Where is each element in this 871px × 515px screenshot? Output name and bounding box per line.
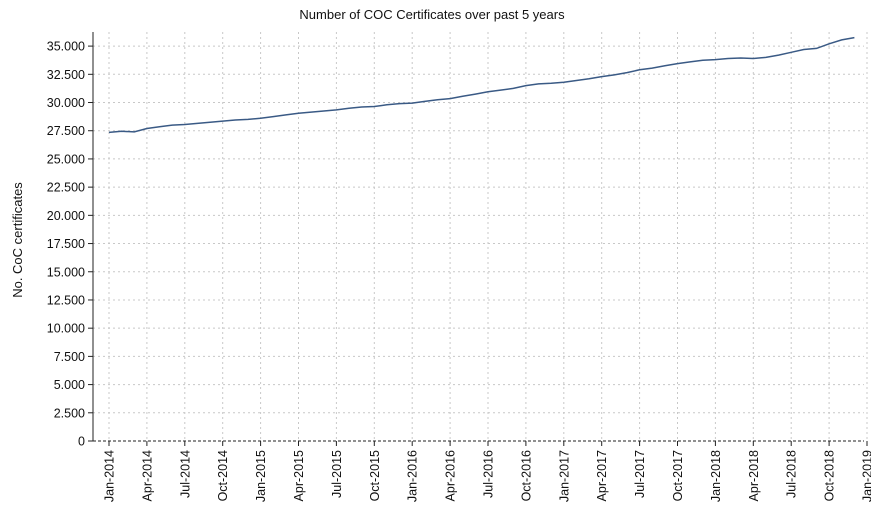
y-tick-label: 17.500 bbox=[47, 237, 85, 251]
x-tick-label: Jul-2017 bbox=[633, 450, 647, 498]
x-tick-label: Oct-2018 bbox=[823, 450, 837, 501]
x-axis: Jan-2014 Apr-2014 Jul-2014 Oct-2014 Jan-2015… bbox=[93, 440, 871, 502]
y-axis-label: No. CoC certificates bbox=[10, 182, 25, 298]
y-tick-label: 10.000 bbox=[47, 322, 85, 336]
y-tick-label: 30.000 bbox=[47, 96, 85, 110]
x-tick-label: Apr-2015 bbox=[292, 450, 306, 501]
y-tick-label: 2.500 bbox=[54, 406, 85, 420]
x-tick-label: Jan-2018 bbox=[709, 450, 723, 502]
plot-area bbox=[108, 36, 855, 134]
x-tick-label: Jan-2015 bbox=[254, 450, 268, 502]
x-tick-label: Jan-2014 bbox=[103, 450, 117, 502]
x-tick-label: Apr-2016 bbox=[444, 450, 458, 501]
series-line bbox=[108, 36, 855, 134]
grid-lines bbox=[93, 32, 868, 441]
y-tick-label: 32.500 bbox=[47, 68, 85, 82]
y-tick-label: 22.500 bbox=[47, 181, 85, 195]
x-tick-label: Jul-2018 bbox=[785, 450, 799, 498]
y-tick-label: 7.500 bbox=[54, 350, 85, 364]
x-tick-label: Jan-2017 bbox=[557, 450, 571, 502]
x-tick-label: Oct-2014 bbox=[216, 450, 230, 501]
y-tick-label: 12.500 bbox=[47, 293, 85, 307]
x-tick-label: Oct-2015 bbox=[368, 450, 382, 501]
y-axis: 0 2.500 5.000 7.500 10.000 12.500 15.000 17.500… bbox=[47, 32, 94, 449]
x-tick-label: Apr-2014 bbox=[140, 450, 154, 501]
x-tick-label: Apr-2017 bbox=[595, 450, 609, 501]
y-tick-label: 27.500 bbox=[47, 124, 85, 138]
y-tick-label: 5.000 bbox=[54, 378, 85, 392]
x-tick-label: Apr-2018 bbox=[747, 450, 761, 501]
chart-title: Number of COC Certificates over past 5 y… bbox=[299, 7, 565, 22]
x-tick-label: Jul-2015 bbox=[330, 450, 344, 498]
y-tick-label: 15.000 bbox=[47, 265, 85, 279]
y-tick-label: 20.000 bbox=[47, 209, 85, 223]
y-tick-label: 25.000 bbox=[47, 152, 85, 166]
y-tick-label: 0 bbox=[78, 435, 85, 449]
x-tick-label: Jan-2019 bbox=[861, 450, 871, 502]
y-tick-label: 35.000 bbox=[47, 40, 85, 54]
x-tick-label: Jan-2016 bbox=[406, 450, 420, 502]
x-tick-label: Oct-2016 bbox=[519, 450, 533, 501]
x-tick-label: Oct-2017 bbox=[671, 450, 685, 501]
x-tick-label: Jul-2016 bbox=[482, 450, 496, 498]
x-tick-label: Jul-2014 bbox=[178, 450, 192, 498]
